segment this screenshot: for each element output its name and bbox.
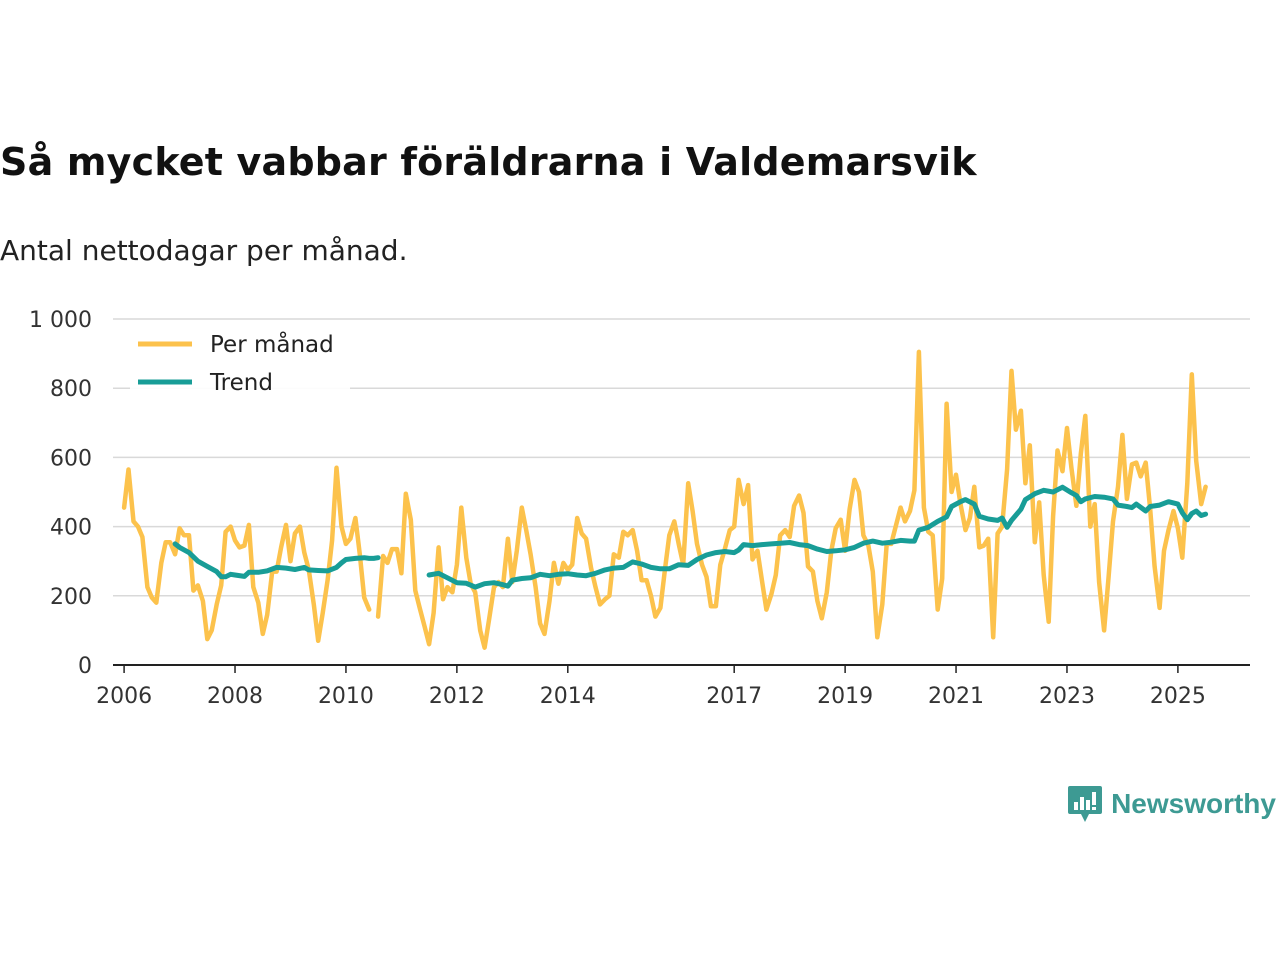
x-tick-label: 2006 <box>96 684 152 709</box>
series-line-trend <box>426 484 1209 590</box>
y-tick-label: 200 <box>50 585 92 610</box>
series-line-trend <box>172 541 381 580</box>
chart-subtitle: Antal nettodagar per månad. <box>0 234 408 267</box>
x-tick-label: 2025 <box>1150 684 1206 709</box>
brand-name: Newsworthy <box>1111 788 1276 819</box>
y-tick-label: 400 <box>50 516 92 541</box>
x-axis-ticks: 2006 2008 2010 2012 2014 2017 2019 2021 2023 2025 <box>96 664 1250 709</box>
x-tick-label: 2010 <box>318 684 374 709</box>
x-tick-label: 2019 <box>817 684 873 709</box>
y-tick-label: 800 <box>50 377 92 402</box>
x-tick-label: 2021 <box>928 684 984 709</box>
series-line-monthly <box>375 349 1208 650</box>
x-tick-label: 2012 <box>429 684 485 709</box>
newsworthy-logo: Newsworthy <box>1067 784 1276 824</box>
series-line-monthly <box>121 465 372 644</box>
y-tick-label: 600 <box>50 446 92 471</box>
y-tick-label: 1 000 <box>29 308 92 333</box>
legend-label: Trend <box>209 370 273 396</box>
legend: Per månad Trend <box>130 327 350 396</box>
chart-title: Så mycket vabbar föräldrarna i Valdemars… <box>0 140 977 184</box>
x-tick-label: 2017 <box>706 684 762 709</box>
x-tick-label: 2014 <box>540 684 596 709</box>
legend-label: Per månad <box>210 330 334 358</box>
newsworthy-logo-icon <box>1068 786 1103 822</box>
y-tick-label: 0 <box>78 654 92 679</box>
series-lines <box>121 349 1209 650</box>
x-tick-label: 2008 <box>207 684 263 709</box>
x-tick-label: 2023 <box>1039 684 1095 709</box>
y-axis-ticks: 0 200 400 600 800 1 000 <box>29 308 92 679</box>
